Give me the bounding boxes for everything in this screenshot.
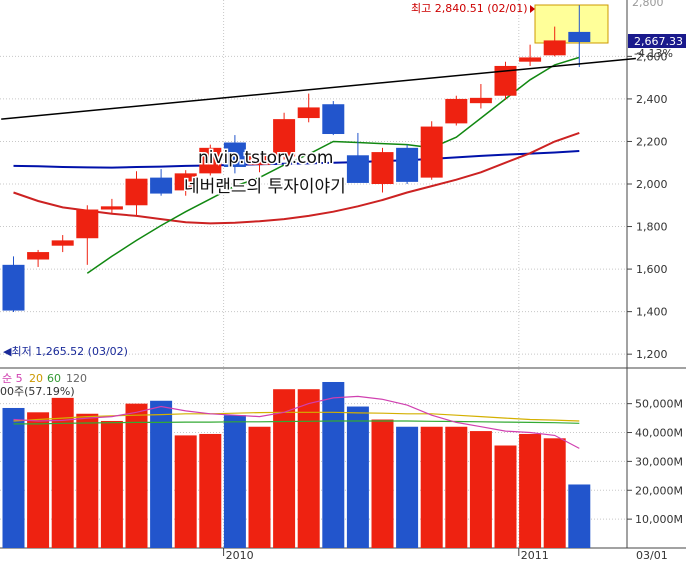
volume-tick-label: 50,000M <box>635 398 683 411</box>
candle-body <box>100 206 123 210</box>
date-axis-ticks: 2010 2011 <box>223 548 549 562</box>
volume-moving-averages <box>13 395 580 449</box>
volume-bars <box>2 381 591 548</box>
volume-legend-ma5: 순 5 <box>2 372 23 385</box>
candle-body <box>199 147 222 174</box>
resistance-trend-line <box>1 57 636 120</box>
price-moving-averages <box>13 56 580 274</box>
candle-body <box>51 240 74 246</box>
volume-bar <box>371 419 394 548</box>
trend-line <box>1 57 636 120</box>
volume-legend-ma20: 20 <box>29 372 43 385</box>
volume-bar <box>346 406 369 548</box>
volume-tick-label: 20,000M <box>635 484 683 497</box>
current-price-badge <box>628 34 686 48</box>
volume-bar <box>445 426 468 548</box>
candle-body <box>469 97 492 104</box>
volume-bar <box>125 403 148 548</box>
candle-body <box>568 31 591 43</box>
volume-bar <box>297 389 320 548</box>
watermark-url: nivip.tstory.com <box>198 148 333 168</box>
candle-body <box>445 98 468 124</box>
volume-bar <box>519 433 542 548</box>
candle-body <box>174 173 197 191</box>
volume-bar <box>150 400 173 548</box>
price-tick-label: 1,600 <box>636 263 668 276</box>
date-tick-label: 2010 <box>226 549 254 562</box>
volume-tick-label: 40,000M <box>635 427 683 440</box>
price-tick-label: 2,400 <box>636 93 668 106</box>
candle-body <box>322 104 345 135</box>
price-tick-label: 1,200 <box>636 348 668 361</box>
candle-body <box>248 154 271 165</box>
ma-blue-line <box>13 150 580 169</box>
date-tick-label: 2011 <box>521 549 549 562</box>
volume-bar <box>273 389 296 548</box>
candle-body <box>297 107 320 119</box>
high-label: 최고 2,840.51 (02/01) <box>411 2 528 15</box>
price-tick-label: 1,400 <box>636 306 668 319</box>
volume-bar <box>199 433 222 548</box>
volume-bar <box>51 397 74 548</box>
volume-bar <box>469 431 492 548</box>
volume-bar <box>100 420 123 548</box>
volume-axis-ticks: 50,000M 40,000M 30,000M 20,000M 10,000M <box>627 398 683 526</box>
volume-bar <box>174 435 197 548</box>
price-tick-label: 2,200 <box>636 135 668 148</box>
volume-sub-legend: 00주(57.19%) <box>0 385 75 398</box>
candle-body <box>543 40 566 56</box>
top-tick-partial: 2,800 <box>632 0 664 9</box>
candle-body <box>223 142 246 167</box>
volume-bar <box>543 438 566 548</box>
volume-bar <box>248 426 271 548</box>
ma-red-line <box>13 131 580 225</box>
volume-bar <box>322 381 345 548</box>
current-price: 2,667.33 <box>634 35 683 48</box>
candle-body <box>76 209 99 239</box>
candle-body <box>519 57 542 62</box>
price-tick-label: 1,800 <box>636 221 668 234</box>
candle-body <box>420 126 443 178</box>
volume-legend: 순 5 20 60 120 00주(57.19%) <box>0 372 87 398</box>
volume-bar <box>223 415 246 548</box>
volume-bar <box>2 407 25 548</box>
volume-bar <box>494 445 517 548</box>
current-date-label: 03/01 <box>636 549 668 562</box>
low-label: ◀최저 1,265.52 (03/02) <box>3 345 128 358</box>
high-arrow-icon <box>530 5 535 13</box>
candlesticks <box>2 5 591 313</box>
candle-body <box>2 264 25 311</box>
candle-body <box>125 178 148 206</box>
volume-bar <box>396 426 419 548</box>
ma-green-line <box>86 56 580 274</box>
candle-body <box>27 252 50 260</box>
volume-bar <box>76 413 99 548</box>
watermark-blog-name: 네버랜드의 투자이야기 <box>184 177 346 197</box>
candle-body <box>494 65 517 96</box>
volume-tick-label: 10,000M <box>635 513 683 526</box>
price-tick-label: 2,000 <box>636 178 668 191</box>
current-change: -4.13% <box>634 47 673 60</box>
candle-body <box>371 152 394 184</box>
price-tick-label: 2,600 <box>636 50 668 63</box>
volume-ma20-line <box>13 411 580 422</box>
price-axis-ticks: 2,600 2,400 2,200 2,000 1,800 1,600 1,400 1,200 <box>627 50 668 361</box>
candle-body <box>346 155 369 183</box>
volume-bar <box>27 412 50 548</box>
candle-body <box>396 147 419 182</box>
volume-tick-label: 30,000M <box>635 455 683 468</box>
volume-bar <box>420 426 443 548</box>
candle-body <box>150 177 173 194</box>
volume-ma5-line <box>13 395 580 449</box>
candle-body <box>273 119 296 157</box>
volume-legend-ma120: 120 <box>66 372 87 385</box>
volume-ma60-line <box>13 420 580 425</box>
volume-legend-ma60: 60 <box>47 372 61 385</box>
volume-bar <box>568 484 591 548</box>
